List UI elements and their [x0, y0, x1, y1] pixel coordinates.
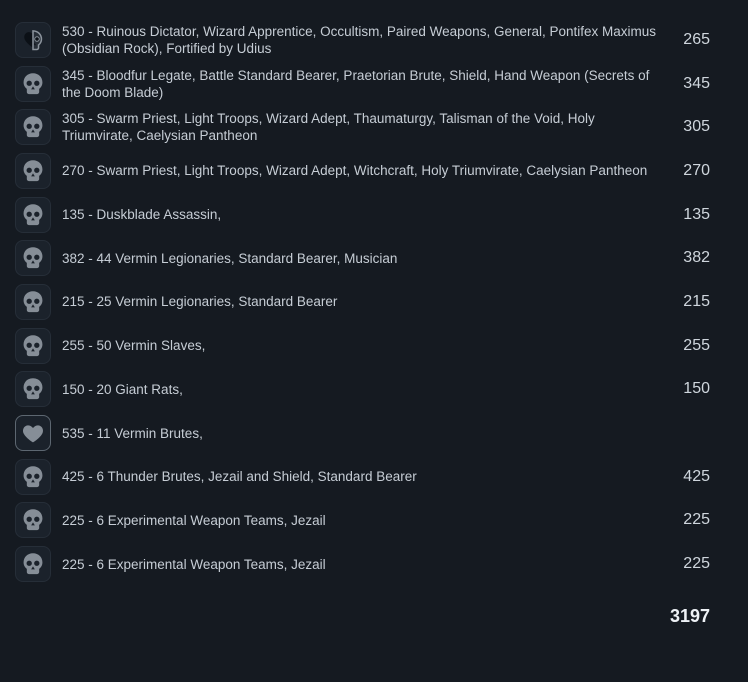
skull-icon [20, 245, 46, 271]
skull-icon [20, 376, 46, 402]
skull-icon [20, 289, 46, 315]
army-unit-list: 530 - Ruinous Dictator, Wizard Apprentic… [15, 18, 710, 586]
skull-icon [20, 202, 46, 228]
unit-row[interactable]: 345 - Bloodfur Legate, Battle Standard B… [15, 62, 710, 106]
unit-icon-button[interactable] [15, 502, 51, 539]
unit-description: 270 - Swarm Priest, Light Troops, Wizard… [62, 163, 648, 179]
unit-description: 225 - 6 Experimental Weapon Teams, Jezai… [62, 512, 326, 528]
half-heart-skull-icon [20, 27, 46, 53]
unit-icon-button[interactable] [15, 21, 51, 58]
unit-points: 382 [683, 249, 710, 267]
unit-description: 530 - Ruinous Dictator, Wizard Apprentic… [62, 23, 657, 56]
unit-icon-button[interactable] [15, 415, 51, 452]
unit-points: 150 [683, 380, 710, 398]
skull-icon [20, 507, 46, 533]
unit-row[interactable]: 150 - 20 Giant Rats, 150 [15, 368, 710, 412]
skull-icon [20, 71, 46, 97]
unit-points: 270 [683, 161, 710, 179]
unit-description: 425 - 6 Thunder Brutes, Jezail and Shiel… [62, 469, 417, 485]
unit-row[interactable]: 270 - Swarm Priest, Light Troops, Wizard… [15, 149, 710, 193]
unit-icon-button[interactable] [15, 283, 51, 320]
unit-points: 265 [683, 30, 710, 48]
unit-icon-button[interactable] [15, 152, 51, 189]
total-points: 3197 [669, 606, 710, 627]
unit-row[interactable]: 135 - Duskblade Assassin, 135 [15, 193, 710, 237]
unit-description: 150 - 20 Giant Rats, [62, 381, 183, 397]
unit-row[interactable]: 225 - 6 Experimental Weapon Teams, Jezai… [15, 542, 710, 586]
unit-row[interactable]: 530 - Ruinous Dictator, Wizard Apprentic… [15, 18, 710, 62]
skull-icon [20, 158, 46, 184]
unit-points: 135 [683, 205, 710, 223]
unit-description: 382 - 44 Vermin Legionaries, Standard Be… [62, 250, 398, 266]
unit-row[interactable]: 255 - 50 Vermin Slaves, 255 [15, 324, 710, 368]
unit-icon-button[interactable] [15, 371, 51, 408]
unit-icon-button[interactable] [15, 546, 51, 583]
unit-icon-button[interactable] [15, 327, 51, 364]
unit-description: 345 - Bloodfur Legate, Battle Standard B… [62, 67, 650, 100]
unit-icon-button[interactable] [15, 458, 51, 495]
unit-row[interactable]: 425 - 6 Thunder Brutes, Jezail and Shiel… [15, 455, 710, 499]
unit-row[interactable]: 215 - 25 Vermin Legionaries, Standard Be… [15, 280, 710, 324]
skull-icon [20, 114, 46, 140]
unit-icon-button[interactable] [15, 65, 51, 102]
unit-row[interactable]: 305 - Swarm Priest, Light Troops, Wizard… [15, 105, 710, 149]
unit-points: 225 [683, 511, 710, 529]
unit-row[interactable]: 535 - 11 Vermin Brutes, [15, 411, 710, 455]
unit-description: 535 - 11 Vermin Brutes, [62, 425, 203, 441]
unit-row[interactable]: 225 - 6 Experimental Weapon Teams, Jezai… [15, 499, 710, 543]
unit-icon-button[interactable] [15, 109, 51, 146]
unit-row[interactable]: 382 - 44 Vermin Legionaries, Standard Be… [15, 236, 710, 280]
unit-description: 225 - 6 Experimental Weapon Teams, Jezai… [62, 556, 326, 572]
unit-description: 305 - Swarm Priest, Light Troops, Wizard… [62, 111, 595, 144]
skull-icon [20, 333, 46, 359]
unit-points: 225 [683, 555, 710, 573]
unit-description: 215 - 25 Vermin Legionaries, Standard Be… [62, 294, 338, 310]
unit-description: 255 - 50 Vermin Slaves, [62, 338, 206, 354]
unit-icon-button[interactable] [15, 196, 51, 233]
heart-icon [20, 420, 46, 446]
total-row: 3197 [0, 586, 748, 630]
unit-points: 345 [683, 74, 710, 92]
skull-icon [20, 551, 46, 577]
unit-points: 215 [683, 292, 710, 310]
unit-points: 255 [683, 336, 710, 354]
skull-icon [20, 464, 46, 490]
unit-points: 305 [683, 118, 710, 136]
unit-points: 425 [683, 467, 710, 485]
unit-description: 135 - Duskblade Assassin, [62, 207, 222, 223]
unit-icon-button[interactable] [15, 240, 51, 277]
